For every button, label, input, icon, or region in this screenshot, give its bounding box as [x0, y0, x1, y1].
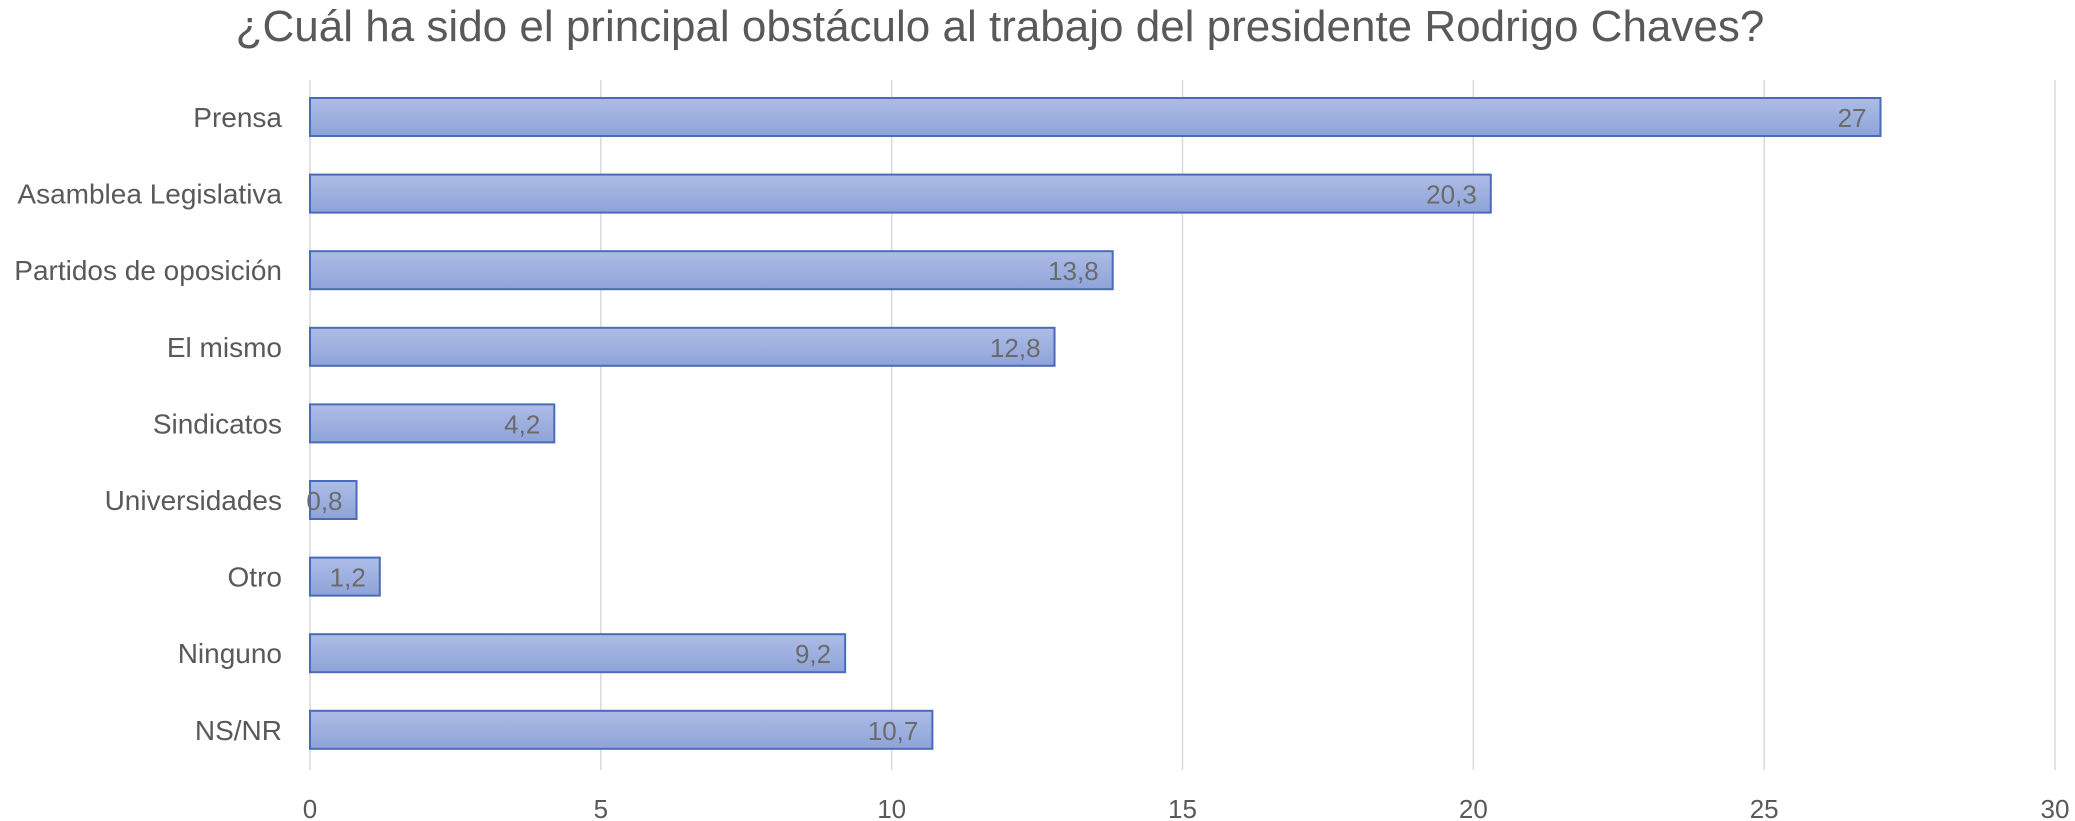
x-tick-label: 25: [1750, 794, 1779, 821]
data-label: 9,2: [795, 639, 831, 669]
bar: [309, 480, 358, 520]
category-label: NS/NR: [195, 715, 282, 746]
category-label: El mismo: [167, 332, 282, 363]
bar: [309, 709, 934, 750]
category-label: Partidos de oposición: [14, 255, 282, 286]
x-tick-label: 5: [594, 794, 608, 821]
bar: [309, 173, 1492, 214]
data-label: 20,3: [1426, 180, 1477, 210]
data-label: 1,2: [330, 563, 366, 593]
x-axis-ticks: 0 5 10 15 20 25 30: [303, 794, 2070, 821]
bar: [309, 633, 847, 674]
x-tick-label: 15: [1168, 794, 1197, 821]
data-label: 27: [1838, 103, 1867, 133]
bar: [309, 250, 1114, 291]
data-label: 0,8: [306, 486, 342, 516]
category-label: Prensa: [193, 102, 282, 133]
data-label: 4,2: [504, 409, 540, 439]
bar: [309, 326, 1056, 367]
x-tick-label: 30: [2041, 794, 2070, 821]
bar: [309, 403, 556, 444]
category-labels: Prensa Asamblea Legislativa Partidos de op…: [14, 102, 282, 746]
category-label: Sindicatos: [153, 408, 282, 439]
data-label: 12,8: [990, 333, 1041, 363]
category-label: Ninguno: [178, 638, 282, 669]
bars: [309, 97, 1882, 750]
category-label: Universidades: [105, 485, 282, 516]
x-tick-label: 20: [1459, 794, 1488, 821]
x-tick-label: 10: [877, 794, 906, 821]
data-label: 13,8: [1048, 256, 1099, 286]
chart-title: ¿Cuál ha sido el principal obstáculo al …: [235, 2, 1765, 51]
data-label: 10,7: [868, 716, 919, 746]
category-label: Otro: [228, 562, 282, 593]
x-tick-label: 0: [303, 794, 317, 821]
data-labels: 27 20,3 13,8 12,8 4,2 0,8 1,2 9,2 10,7: [306, 103, 1866, 746]
bar: [309, 97, 1882, 137]
bar: [309, 556, 381, 597]
category-label: Asamblea Legislativa: [17, 179, 282, 210]
